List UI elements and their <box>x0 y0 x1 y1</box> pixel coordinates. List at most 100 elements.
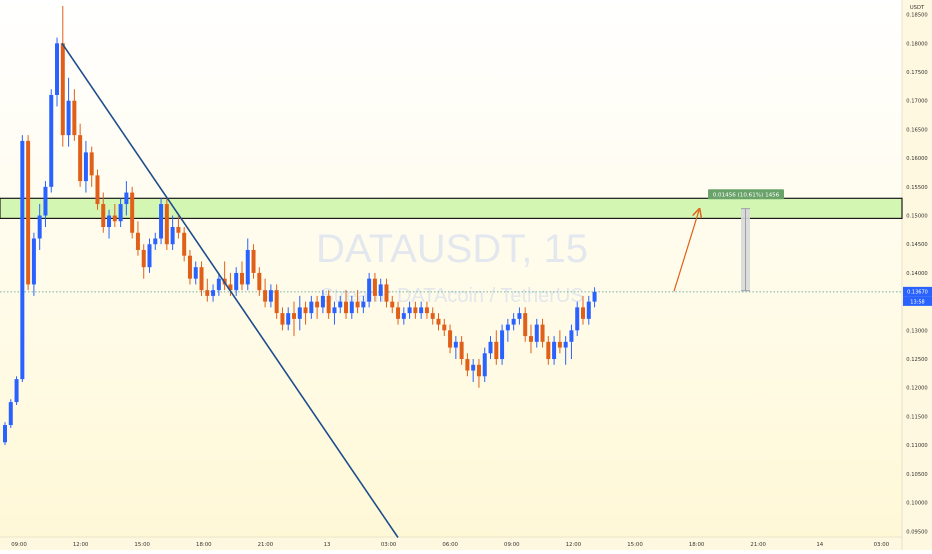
candle <box>592 287 597 308</box>
candle <box>234 267 239 296</box>
candle <box>552 336 557 365</box>
candle <box>153 232 158 250</box>
candle <box>349 295 354 319</box>
candle-body <box>500 330 505 360</box>
candle <box>517 307 522 325</box>
candle-body <box>14 379 19 403</box>
candle-body <box>147 244 152 268</box>
x-tick-label: 09:00 <box>504 542 520 548</box>
candle-body <box>557 341 562 348</box>
candle <box>424 301 429 319</box>
candle <box>528 324 533 354</box>
candle <box>488 336 493 360</box>
candle <box>581 295 585 325</box>
candle-body <box>245 249 250 285</box>
candle-body <box>401 313 406 319</box>
candle <box>141 244 146 279</box>
candles <box>3 6 597 446</box>
candle-body <box>251 249 256 273</box>
price-axis[interactable]: USDT 0.18500 0.18000 0.17500 0.17000 0.16500 0… <box>903 5 932 535</box>
candle <box>338 295 343 314</box>
candle <box>239 261 244 291</box>
candle-body <box>216 278 221 291</box>
candle-body <box>355 301 360 308</box>
countdown-label: 13:58 <box>910 299 924 305</box>
candle-body <box>430 313 435 319</box>
candle <box>72 89 77 141</box>
y-tick-label: 0.16500 <box>906 127 927 133</box>
candle <box>60 6 65 147</box>
candle <box>199 261 204 296</box>
candle-body <box>31 238 36 285</box>
y-tick-label: 0.12500 <box>906 357 927 363</box>
x-tick-label: 18:00 <box>689 542 705 548</box>
candle-body <box>95 175 100 205</box>
candle <box>511 313 516 331</box>
watermark: DATAUSDT, 15 Streamr DATAcoin / TetherUS <box>316 227 588 307</box>
candle <box>396 301 401 325</box>
candle-body <box>390 301 395 308</box>
candle-body <box>309 301 314 314</box>
candle-body <box>101 204 106 228</box>
candle-body <box>407 307 412 314</box>
candle <box>407 301 412 319</box>
y-tick-label: 0.14000 <box>906 271 927 277</box>
candle-body <box>292 313 296 319</box>
candle-body <box>205 290 210 296</box>
candle-body <box>124 192 129 205</box>
candle <box>361 295 366 314</box>
candle <box>563 336 568 365</box>
candle <box>482 347 487 383</box>
candle <box>263 278 268 308</box>
candle <box>494 330 499 365</box>
candle <box>118 198 123 228</box>
countdown-tag <box>903 296 932 306</box>
candle <box>303 301 308 325</box>
candle-body <box>488 341 493 354</box>
candle <box>37 204 42 250</box>
candle-body <box>37 215 42 239</box>
x-tick-label: 12:00 <box>566 542 582 548</box>
candle-body <box>239 272 244 285</box>
y-tick-label: 0.17000 <box>906 99 927 105</box>
candle-body <box>315 301 320 308</box>
watermark-symbol: DATAUSDT, 15 <box>316 227 588 271</box>
candle <box>401 307 406 325</box>
candle <box>390 295 395 314</box>
projection-arrow <box>673 210 699 292</box>
candle <box>31 232 36 296</box>
candle-body <box>540 324 545 342</box>
candle-body <box>523 313 528 337</box>
candle <box>292 301 296 337</box>
candle <box>66 77 71 147</box>
y-tick-label: 0.10000 <box>906 501 927 507</box>
candle-body <box>320 295 325 308</box>
x-tick-label: 03:00 <box>874 542 890 548</box>
candle-body <box>228 284 233 291</box>
x-tick-label: 15:00 <box>134 542 150 548</box>
candle <box>3 422 7 446</box>
candle <box>326 290 331 319</box>
candle <box>297 295 302 331</box>
candle <box>448 324 453 354</box>
current-price-tag <box>903 286 932 297</box>
candle <box>205 278 210 302</box>
candle-body <box>43 186 48 216</box>
candle-body <box>55 43 60 95</box>
y-tick-label: 0.09500 <box>906 529 927 535</box>
current-price-label: 0.13670 <box>907 289 928 295</box>
y-tick-label: 0.18500 <box>906 13 927 19</box>
y-tick-label: 0.18000 <box>906 41 927 47</box>
candle <box>534 318 539 348</box>
candle <box>453 336 458 360</box>
time-axis[interactable]: 09:00 12:00 15:00 18:00 21:00 13 03:00 06:00 09:… <box>11 542 890 548</box>
x-tick-label: 18:00 <box>196 542 212 548</box>
candle <box>274 284 279 319</box>
candle <box>540 318 545 348</box>
candle <box>430 307 435 325</box>
trendline <box>61 42 399 538</box>
candle-body <box>130 192 135 233</box>
candle-body <box>8 402 13 426</box>
